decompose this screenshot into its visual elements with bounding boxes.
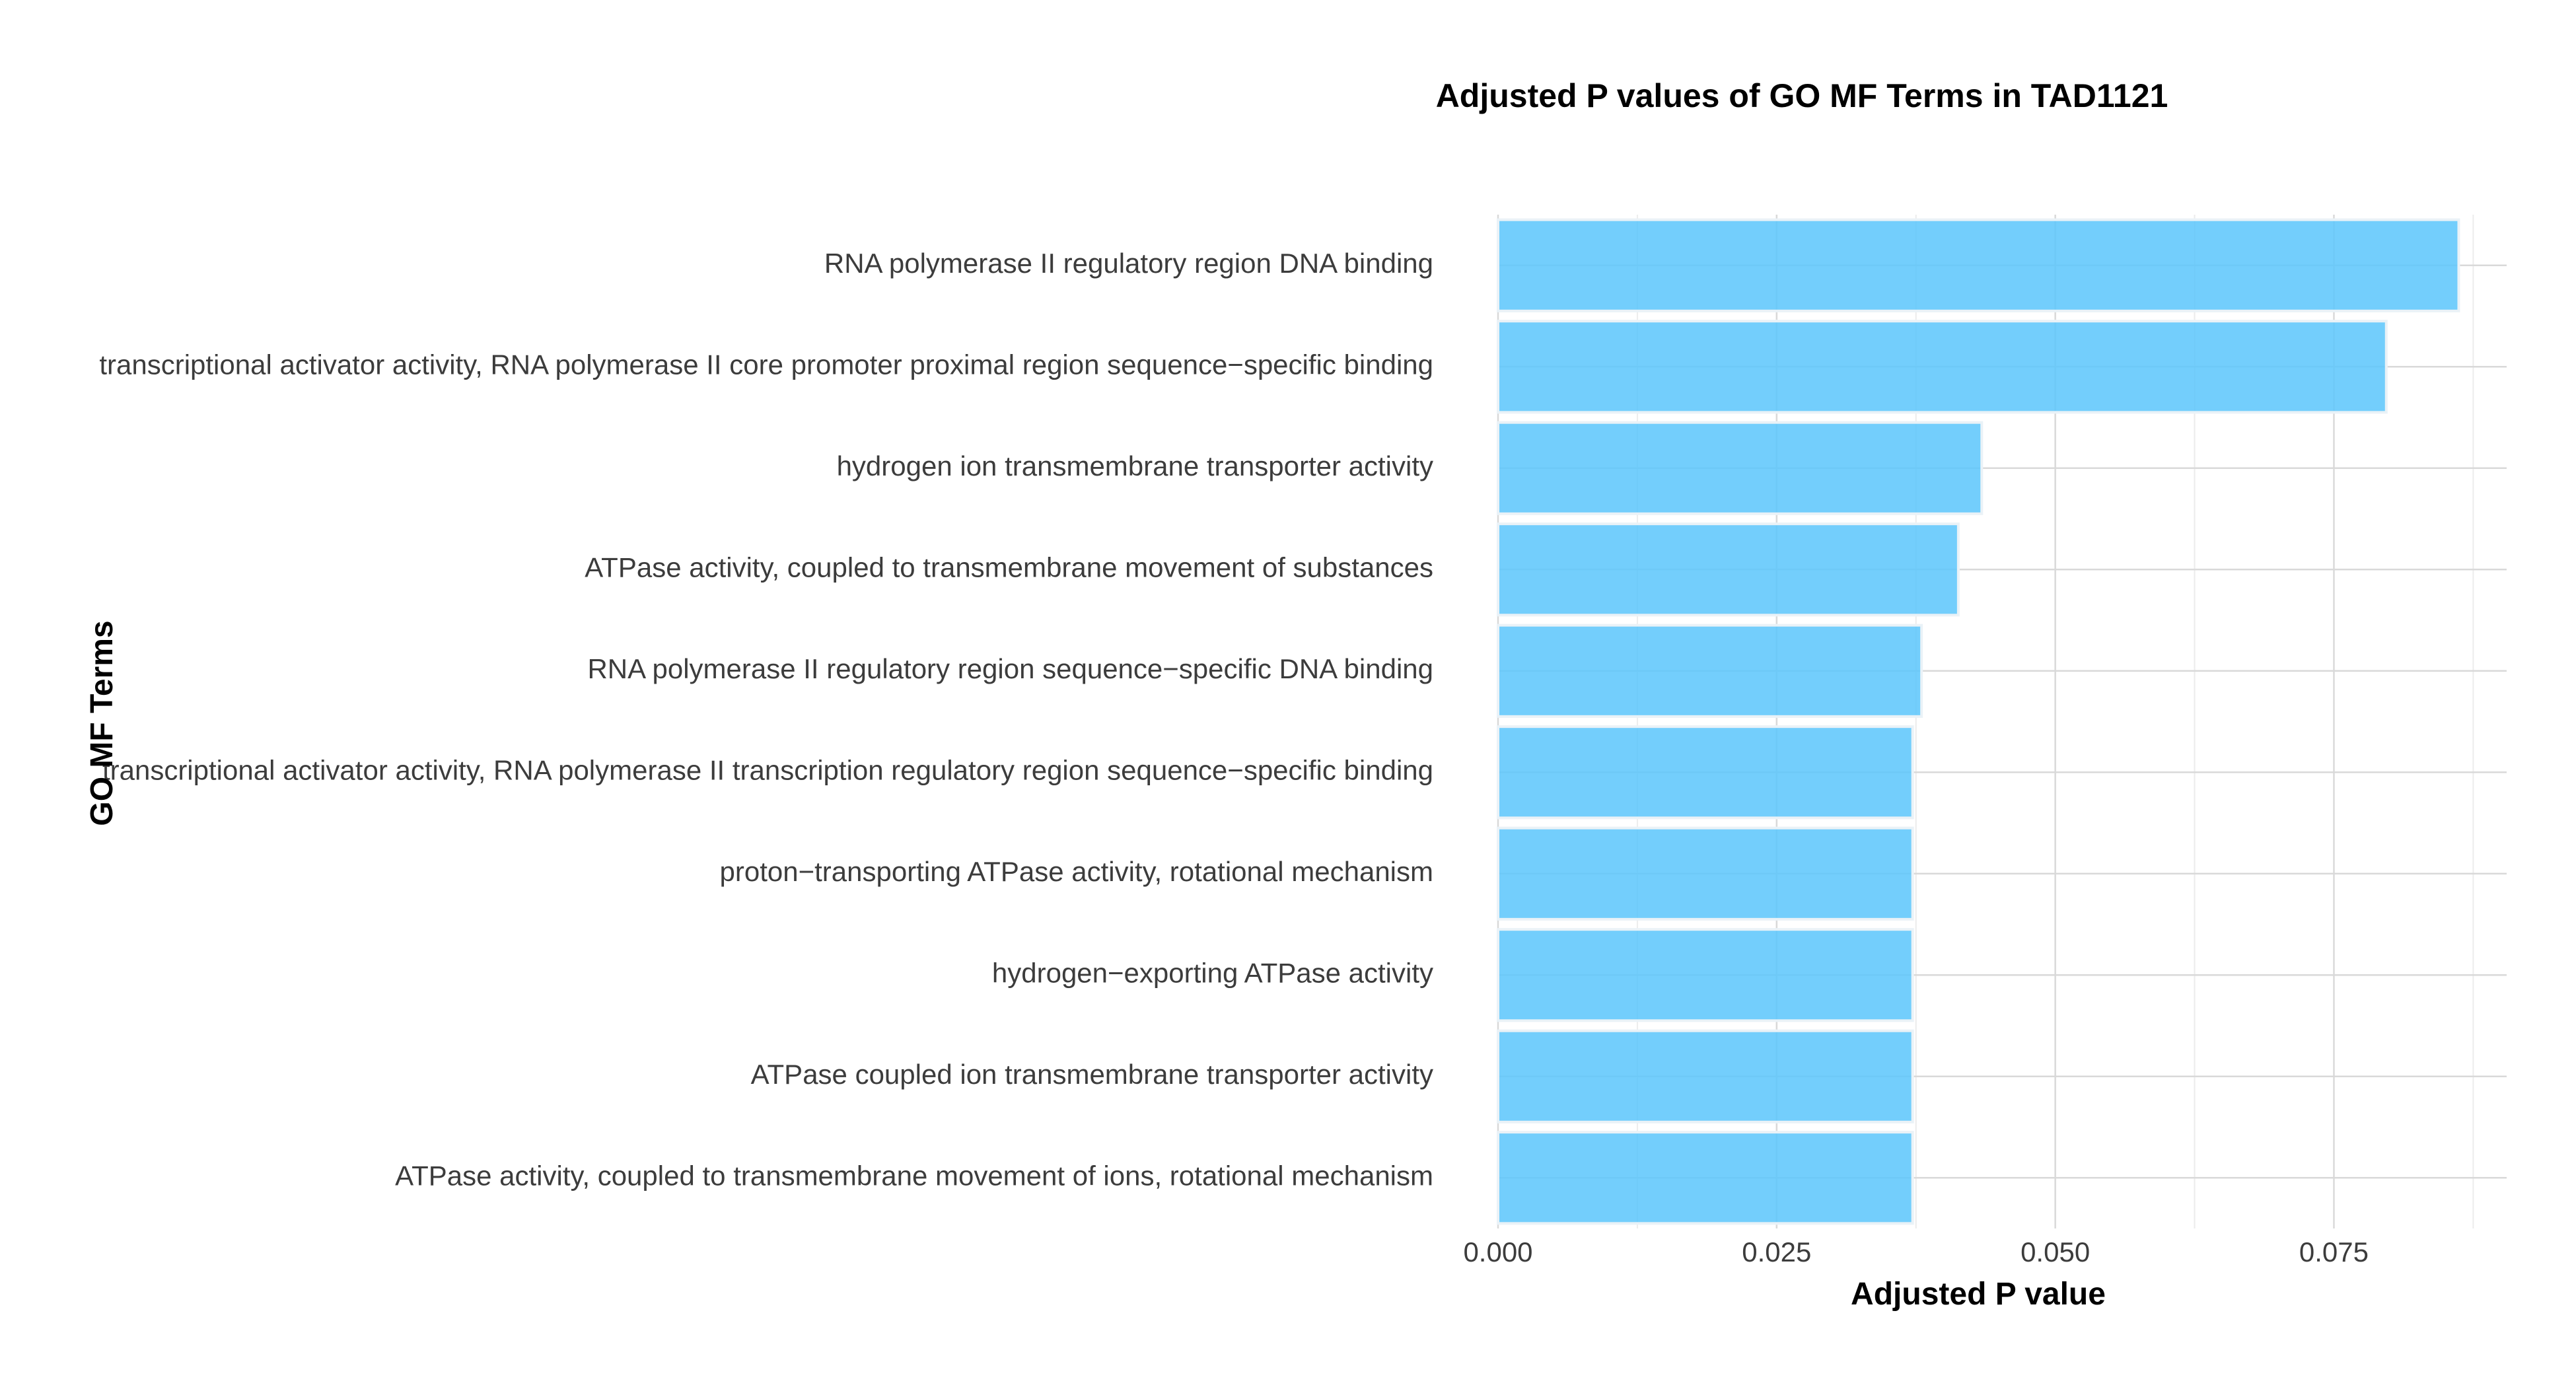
bar xyxy=(1497,320,2388,414)
bar xyxy=(1497,623,1923,718)
category-label: RNA polymerase II regulatory region sequ… xyxy=(587,653,1433,684)
x-axis-ticks: 0.000 0.025 0.050 0.075 xyxy=(1463,1236,2369,1267)
bar xyxy=(1497,1131,1914,1225)
category-labels: RNA polymerase II regulatory region DNA … xyxy=(99,248,1433,1191)
chart-title: Adjusted P values of GO MF Terms in TAD1… xyxy=(1436,77,2168,114)
bars xyxy=(1497,218,2460,1225)
bar xyxy=(1497,928,1914,1022)
category-label: ATPase coupled ion transmembrane transpo… xyxy=(751,1059,1433,1090)
x-tick-label: 0.025 xyxy=(1742,1236,1811,1267)
bar xyxy=(1497,826,1914,921)
x-tick-label: 0.075 xyxy=(2299,1236,2369,1267)
bar xyxy=(1497,522,1960,617)
x-tick-label: 0.000 xyxy=(1463,1236,1532,1267)
category-label: RNA polymerase II regulatory region DNA … xyxy=(824,248,1433,279)
category-label: hydrogen ion transmembrane transporter a… xyxy=(837,450,1433,481)
bar xyxy=(1497,725,1914,820)
bar xyxy=(1497,218,2460,312)
category-label: ATPase activity, coupled to transmembran… xyxy=(585,551,1433,583)
bar xyxy=(1497,421,1984,515)
y-axis-title: GO MF Terms xyxy=(85,620,120,826)
bar xyxy=(1497,1029,1914,1123)
category-label: transcriptional activator activity, RNA … xyxy=(102,754,1433,785)
x-axis-title: Adjusted P value xyxy=(1851,1277,2106,1312)
category-label: hydrogen−exporting ATPase activity xyxy=(992,957,1433,988)
category-label: transcriptional activator activity, RNA … xyxy=(99,349,1433,380)
category-label: ATPase activity, coupled to transmembran… xyxy=(395,1160,1433,1191)
category-label: proton−transporting ATPase activity, rot… xyxy=(720,856,1433,887)
x-tick-label: 0.050 xyxy=(2021,1236,2090,1267)
